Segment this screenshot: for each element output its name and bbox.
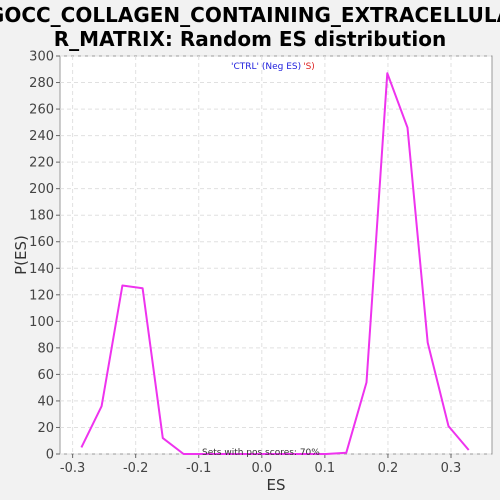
y-tick-label: 220 [29,156,54,171]
y-tick-label: 100 [29,315,54,330]
series-layer [80,72,470,455]
y-tick-label: 0 [46,448,54,463]
legend-entry-red: 'S) [303,62,315,72]
y-tick-label: 240 [29,129,54,144]
y-tick-label: 120 [29,288,54,303]
y-tick-label: 20 [37,421,54,436]
y-tick-label: 280 [29,76,54,91]
chart-title-line-1: GOCC_COLLAGEN_CONTAINING_EXTRACELLULA [0,3,500,27]
x-tick-label: 0.3 [441,461,462,476]
pos-scores-annotation: Sets with pos scores: 70% [202,448,320,458]
y-tick-label: 160 [29,235,54,250]
legend: 'CTRL' (Neg ES) 'S) [231,62,315,72]
chart-title-line-2: R_MATRIX: Random ES distribution [54,27,446,51]
x-tick-label: 0.0 [251,461,272,476]
y-axis-label: P(ES) [12,235,30,275]
y-tick-label: 200 [29,182,54,197]
x-tick-label: -0.1 [186,461,211,476]
y-tick-label: 60 [37,368,54,383]
x-axis-ticks: -0.3 -0.2 -0.1 0.0 0.1 0.2 0.3 [60,454,461,476]
legend-entry-ctrl: 'CTRL' (Neg ES) [231,62,301,72]
series-line [80,72,470,455]
y-tick-label: 80 [37,341,54,356]
plot-area [59,55,493,455]
x-tick-label: -0.2 [123,461,148,476]
x-tick-label: 0.1 [315,461,336,476]
y-tick-label: 180 [29,209,54,224]
x-tick-label: 0.2 [378,461,399,476]
y-tick-label: 260 [29,103,54,118]
y-tick-label: 40 [37,394,54,409]
x-axis-label: ES [267,476,286,494]
y-tick-label: 140 [29,262,54,277]
y-tick-label: 300 [29,50,54,65]
x-tick-label: -0.3 [60,461,85,476]
y-axis-ticks: 0 20 40 60 80 100 120 140 160 180 200 220 240 260 280 3… [29,50,60,463]
